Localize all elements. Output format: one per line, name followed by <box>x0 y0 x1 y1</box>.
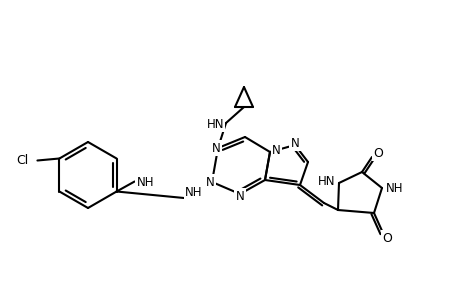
Text: N: N <box>211 141 220 155</box>
Text: Cl: Cl <box>16 154 28 167</box>
Text: NH: NH <box>385 181 403 195</box>
Text: NH: NH <box>185 187 202 199</box>
Text: O: O <box>372 147 382 159</box>
Text: NH: NH <box>136 176 154 189</box>
Text: N: N <box>235 190 244 202</box>
Text: HN: HN <box>206 118 223 130</box>
Text: N: N <box>205 176 214 188</box>
Text: N: N <box>290 137 299 150</box>
Text: HN: HN <box>317 175 334 187</box>
Text: O: O <box>381 231 391 245</box>
Text: N: N <box>271 144 280 156</box>
